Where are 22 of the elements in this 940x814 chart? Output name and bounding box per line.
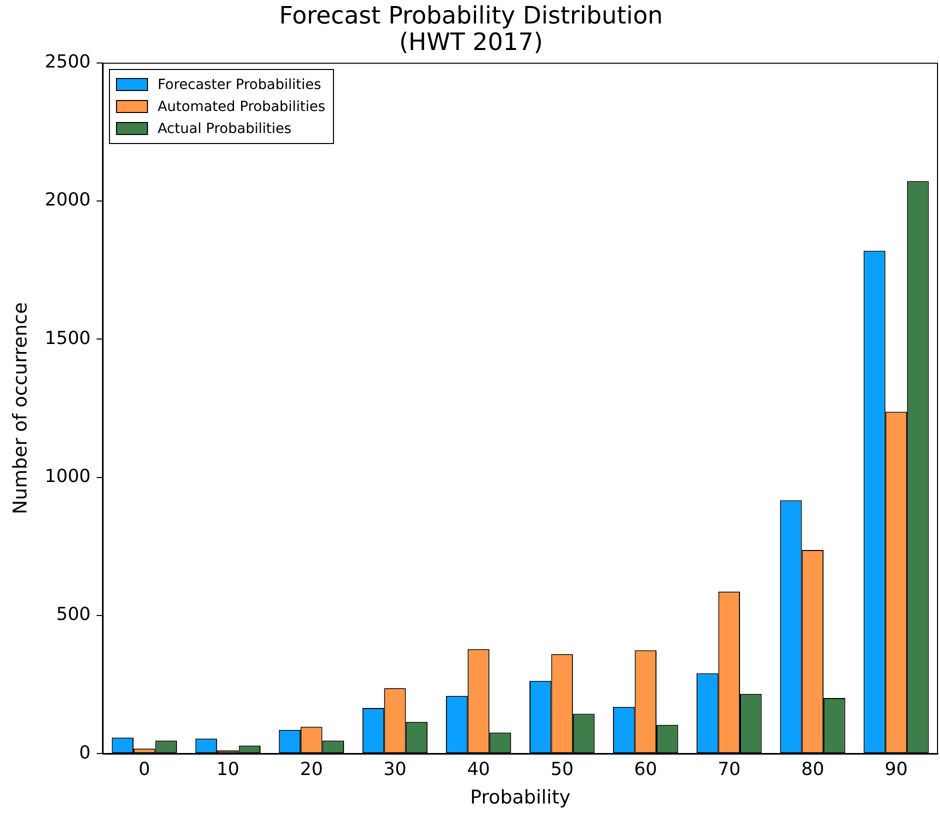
x-tick-label: 50 (550, 759, 574, 780)
y-tick-label: 2500 (44, 51, 91, 72)
x-tick-label: 0 (138, 759, 150, 780)
chart-title: Forecast Probability Distribution (HWT 2017) (279, 1, 663, 56)
x-tick-label: 30 (384, 759, 406, 780)
y-tick-label: 1000 (44, 466, 91, 487)
legend-label: Automated Probabilities (158, 98, 326, 115)
x-tick-label: 40 (467, 759, 490, 780)
x-axis-title: Probability (470, 786, 571, 809)
y-tick-label: 500 (56, 604, 91, 626)
y-tick-label: 0 (79, 742, 91, 764)
legend-label: Actual Probabilities (158, 120, 292, 137)
y-tick-label: 2000 (44, 190, 91, 211)
x-tick-label: 80 (801, 759, 824, 780)
legend-label: Forecaster Probabilities (158, 76, 322, 93)
x-tick-label: 90 (884, 759, 908, 780)
x-tick-label: 60 (634, 759, 658, 780)
y-tick-label: 1500 (44, 328, 91, 349)
x-tick-label: 70 (718, 759, 741, 780)
y-axis-title: Number of occurrence (9, 302, 32, 514)
x-tick-label: 20 (300, 759, 323, 780)
x-tick-label: 10 (216, 759, 240, 780)
